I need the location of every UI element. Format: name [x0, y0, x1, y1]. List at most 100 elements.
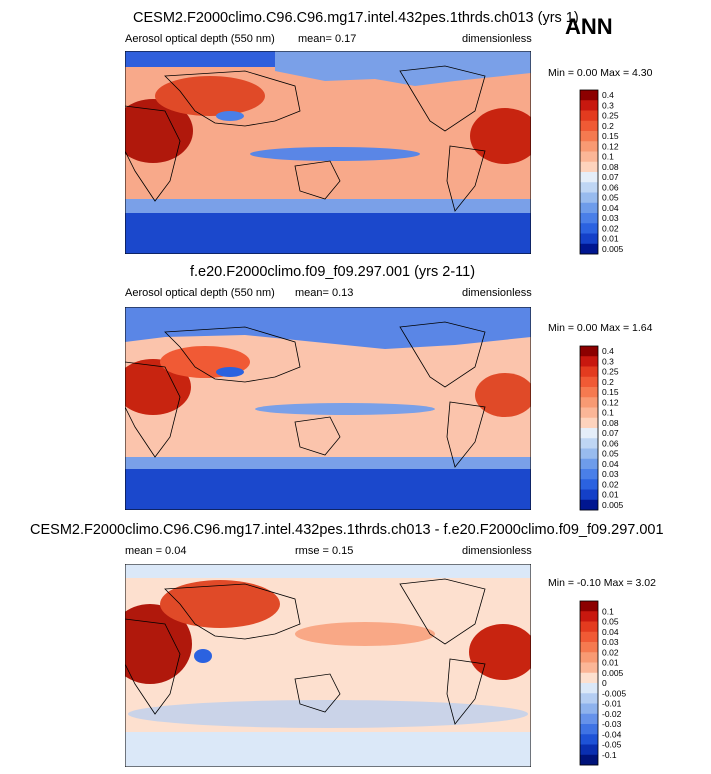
- colorbar-tick-label: 0.1: [602, 606, 614, 616]
- panel2-mean: mean= 0.13: [295, 287, 354, 299]
- colorbar-swatch: [580, 438, 598, 449]
- colorbar-swatch: [580, 499, 598, 511]
- colorbar-swatch: [580, 672, 598, 684]
- panel2-minmax: Min = 0.00 Max = 1.64: [548, 322, 653, 334]
- colorbar-swatch: [580, 407, 598, 419]
- colorbar-labels: 0.40.30.250.20.150.120.10.080.070.060.05…: [602, 346, 624, 510]
- colorbar-swatch: [580, 376, 598, 388]
- colorbar-tick-label: 0.25: [602, 367, 619, 377]
- colorbar-tick-label: -0.02: [602, 709, 622, 719]
- tibet-low: [216, 367, 244, 377]
- africa-coast: [125, 361, 181, 458]
- colorbar-tick-label: 0.02: [602, 223, 619, 233]
- colorbar-labels: 0.40.30.250.20.150.120.10.080.070.060.05…: [602, 90, 624, 254]
- colorbar-swatch: [580, 100, 598, 111]
- equatorial-pacific-low: [250, 147, 420, 161]
- colorbar-swatch: [580, 387, 598, 398]
- colorbar-tick-label: -0.1: [602, 750, 617, 760]
- australia-coast: [294, 416, 341, 456]
- panel3-title: CESM2.F2000climo.C96.C96.mg17.intel.432p…: [30, 522, 664, 538]
- panel3-rmse: rmse = 0.15: [295, 545, 354, 557]
- panel3-map: [125, 564, 531, 767]
- colorbar-tick-label: 0.2: [602, 121, 614, 131]
- colorbar-swatch: [580, 489, 598, 501]
- colorbar-tick-label: -0.005: [602, 688, 626, 698]
- panel3-minmax: Min = -0.10 Max = 3.02: [548, 577, 656, 589]
- asia-coast: [164, 583, 301, 640]
- panel2-variable: Aerosol optical depth (550 nm): [125, 287, 275, 299]
- south-america-coast: [446, 145, 486, 212]
- atlantic-dust: [475, 373, 531, 417]
- colorbar-tick-label: 0.06: [602, 182, 619, 192]
- panel3-colorbar: 0.10.050.040.030.020.010.0050-0.005-0.01…: [579, 600, 626, 766]
- colorbar-tick-label: 0.04: [602, 627, 619, 637]
- colorbar-swatch: [580, 356, 598, 367]
- north-america-coast: [399, 65, 486, 132]
- equatorial-pacific-low: [255, 403, 435, 415]
- colorbar-tick-label: 0.005: [602, 244, 624, 254]
- colorbar-swatch: [580, 611, 598, 622]
- sahara-dust: [125, 604, 192, 684]
- panel1-units: dimensionless: [462, 33, 532, 45]
- antarctic-band: [125, 732, 531, 767]
- colorbar-tick-label: 0.3: [602, 356, 614, 366]
- colorbar-tick-label: 0.005: [602, 668, 624, 678]
- colorbar-tick-label: 0.04: [602, 459, 619, 469]
- australia-coast: [294, 160, 341, 200]
- panel1-minmax: Min = 0.00 Max = 4.30: [548, 67, 653, 79]
- south-america-coast: [446, 401, 486, 468]
- colorbar-tick-label: 0.05: [602, 193, 619, 203]
- colorbar-tick-label: 0.12: [602, 397, 619, 407]
- panel3-mean: mean = 0.04: [125, 545, 187, 557]
- colorbar-tick-label: 0.2: [602, 377, 614, 387]
- colorbar-swatch: [580, 151, 598, 163]
- colorbar-tick-label: 0.12: [602, 141, 619, 151]
- colorbar-swatch: [580, 734, 598, 745]
- colorbar-swatches: [579, 600, 599, 766]
- australia-coast: [294, 673, 341, 713]
- africa-coast: [125, 618, 181, 715]
- tibet-low: [216, 111, 244, 121]
- colorbar-tick-label: -0.03: [602, 719, 622, 729]
- africa-coast: [125, 105, 181, 202]
- colorbar-tick-label: 0.1: [602, 408, 614, 418]
- colorbar-frame: [579, 89, 599, 255]
- colorbar-swatch: [580, 662, 598, 674]
- colorbar-tick-label: -0.01: [602, 699, 622, 709]
- north-pacific-blue: [275, 51, 531, 86]
- colorbar-tick-label: 0.15: [602, 131, 619, 141]
- southern-ocean-band: [125, 199, 531, 213]
- colorbar-tick-label: 0.06: [602, 438, 619, 448]
- colorbar-tick-label: 0.01: [602, 234, 619, 244]
- asia-aerosol: [160, 580, 280, 628]
- colorbar-swatch: [580, 469, 598, 480]
- colorbar-swatches: [579, 89, 599, 255]
- colorbar-swatch: [580, 90, 598, 101]
- colorbar-swatch: [580, 233, 598, 245]
- colorbar-swatch: [580, 713, 598, 725]
- colorbar-swatch: [580, 141, 598, 152]
- colorbar-swatch: [580, 744, 598, 756]
- colorbar-tick-label: 0.05: [602, 449, 619, 459]
- southern-ocean-pattern: [128, 700, 528, 728]
- colorbar-swatch: [580, 346, 598, 357]
- season-label: ANN: [565, 14, 613, 39]
- colorbar-tick-label: 0.03: [602, 637, 619, 647]
- colorbar-tick-label: 0: [602, 678, 607, 688]
- asia-aerosol: [155, 76, 265, 116]
- panel2-map: [125, 307, 531, 510]
- colorbar-labels: 0.10.050.040.030.020.010.0050-0.005-0.01…: [602, 606, 626, 760]
- colorbar-tick-label: 0.3: [602, 100, 614, 110]
- panel1-map: [125, 51, 531, 254]
- colorbar-tick-label: 0.08: [602, 418, 619, 428]
- panel1-title: CESM2.F2000climo.C96.C96.mg17.intel.432p…: [133, 10, 579, 26]
- panel3-units: dimensionless: [462, 545, 532, 557]
- colorbar-swatch: [580, 161, 598, 173]
- asia-coast: [164, 326, 301, 383]
- colorbar-swatch: [580, 397, 598, 408]
- colorbar-swatch: [580, 172, 598, 183]
- colorbar-frame: [579, 600, 599, 766]
- panel1-mean: mean= 0.17: [298, 33, 357, 45]
- colorbar-swatch: [580, 754, 598, 766]
- colorbar-tick-label: 0.05: [602, 617, 619, 627]
